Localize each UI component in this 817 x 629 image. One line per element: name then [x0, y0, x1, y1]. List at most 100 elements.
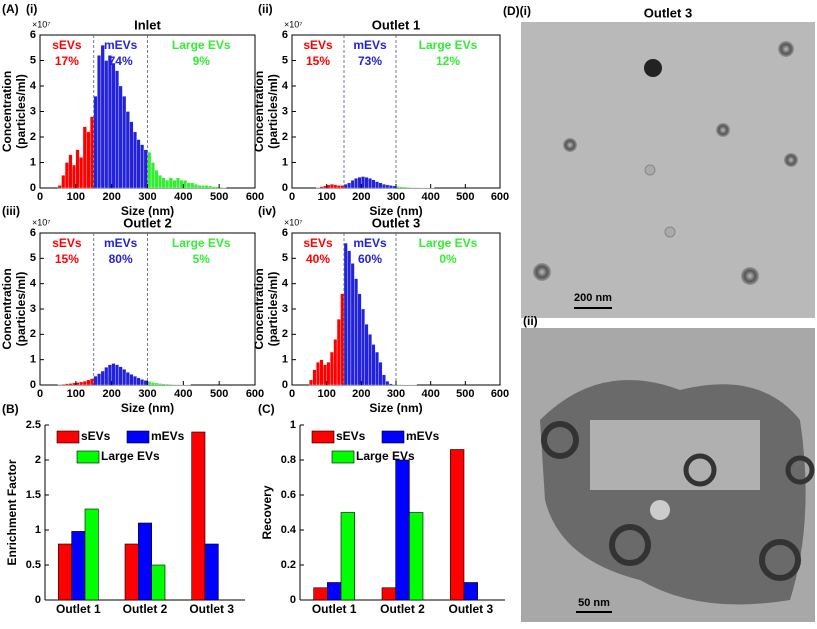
y-tick-label: 1 — [282, 354, 288, 366]
histogram-bar — [87, 132, 91, 188]
histogram-bar — [337, 319, 340, 385]
x-tick-label: 400 — [174, 388, 192, 400]
legend-swatch — [332, 451, 354, 463]
histogram-bar — [389, 185, 392, 188]
y-tick-label: 0 — [35, 594, 41, 606]
histogram-bar — [83, 381, 87, 385]
y-tick-label: 3 — [30, 303, 36, 315]
legend-swatch — [77, 451, 99, 463]
histogram-bar — [341, 294, 344, 385]
legend-swatch — [382, 431, 404, 443]
panel-label: (ii) — [258, 2, 273, 16]
chart-title: Outlet 3 — [372, 215, 420, 230]
x-tick-label: 600 — [246, 191, 264, 203]
y-tick-label: 2 — [282, 131, 288, 143]
x-tick-label: 200 — [352, 191, 370, 203]
region-name: Large EVs — [172, 236, 231, 250]
bar — [341, 513, 355, 601]
region-percent: 12% — [436, 54, 460, 68]
image-title: Outlet 3 — [644, 5, 692, 20]
bar — [382, 588, 396, 600]
histogram-bar — [417, 187, 420, 188]
panel-label: (B) — [2, 402, 19, 416]
x-tick-label: 0 — [37, 191, 43, 203]
region-name: sEVs — [52, 236, 82, 250]
y-tick-label: 0.2 — [281, 559, 296, 571]
histogram-bar — [72, 383, 76, 385]
histogram-bar — [365, 324, 368, 385]
y-tick-label: 0 — [30, 379, 36, 391]
y-tick-label: 5 — [282, 252, 288, 264]
y-tick-label: 1 — [290, 419, 296, 431]
x-tick-label: 600 — [246, 388, 264, 400]
y-tick-label: 3 — [282, 105, 288, 117]
bar — [327, 583, 341, 601]
bar — [72, 531, 85, 600]
y-tick-label: 0 — [30, 182, 36, 194]
bar — [450, 450, 464, 601]
histogram-bar — [375, 182, 378, 188]
y-axis-label: (particles/ml) — [14, 272, 28, 347]
bar — [85, 509, 98, 600]
histogram-bar — [212, 187, 216, 188]
histogram-bar — [341, 185, 344, 188]
x-tick-label: 400 — [421, 388, 439, 400]
histogram-bar — [79, 382, 83, 385]
panel-label: (ii) — [523, 314, 538, 328]
histogram-bar — [165, 384, 169, 385]
region-name: sEVs — [52, 38, 82, 52]
histogram-bar — [65, 163, 69, 189]
x-tick-label: 100 — [317, 388, 335, 400]
histogram-bar — [403, 187, 406, 188]
y-tick-label: 3 — [30, 105, 36, 117]
y-axis-label: Concentration — [252, 71, 266, 152]
histogram-bar — [151, 163, 155, 189]
histogram-bar — [58, 384, 62, 385]
histogram-bar — [140, 145, 144, 188]
histogram-bar — [344, 243, 347, 385]
region-name: mEVs — [104, 236, 138, 250]
x-tick-label: 0 — [289, 191, 295, 203]
histogram-bar — [101, 371, 105, 385]
y-tick-label: 2.5 — [26, 419, 41, 431]
histogram-bar — [69, 383, 73, 385]
y-tick-label: 5 — [30, 252, 36, 264]
bar — [409, 513, 423, 601]
region-percent: 0% — [439, 252, 457, 266]
x-tick-label: 200 — [352, 388, 370, 400]
histogram-bar — [169, 384, 173, 385]
histogram-bar — [337, 185, 340, 188]
histogram-bar — [108, 55, 112, 188]
histogram-bar — [108, 365, 112, 385]
y-axis-label: Concentration — [0, 71, 14, 152]
histogram-bar — [330, 352, 333, 385]
histogram-bar — [347, 251, 350, 385]
histogram-bar — [72, 165, 76, 188]
histogram-bar — [354, 178, 357, 188]
y-tick-label: 3 — [282, 303, 288, 315]
region-percent: 5% — [193, 252, 211, 266]
histogram-bar — [361, 309, 364, 385]
x-tick-label: Outlet 1 — [312, 602, 357, 616]
histogram-bar — [313, 370, 316, 385]
histogram-bar — [87, 380, 91, 385]
histogram-bar — [173, 180, 177, 188]
histogram-bar — [347, 183, 350, 188]
bar — [125, 544, 138, 600]
histogram-bar — [372, 344, 375, 385]
region-percent: 74% — [109, 54, 133, 68]
histogram-bar — [323, 365, 326, 385]
x-tick-label: 300 — [138, 388, 156, 400]
histogram-bar — [382, 375, 385, 385]
panel-label: (iii) — [2, 204, 20, 218]
histogram-bar — [309, 380, 312, 385]
histogram-bar — [368, 178, 371, 188]
histogram-bar — [194, 184, 198, 188]
histogram-bar — [323, 186, 326, 188]
chart-title: Inlet — [134, 17, 161, 32]
y-tick-label: 2 — [30, 328, 36, 340]
bar — [192, 432, 205, 600]
y-tick-label: 0.6 — [281, 489, 296, 501]
histogram-bar — [90, 117, 94, 188]
